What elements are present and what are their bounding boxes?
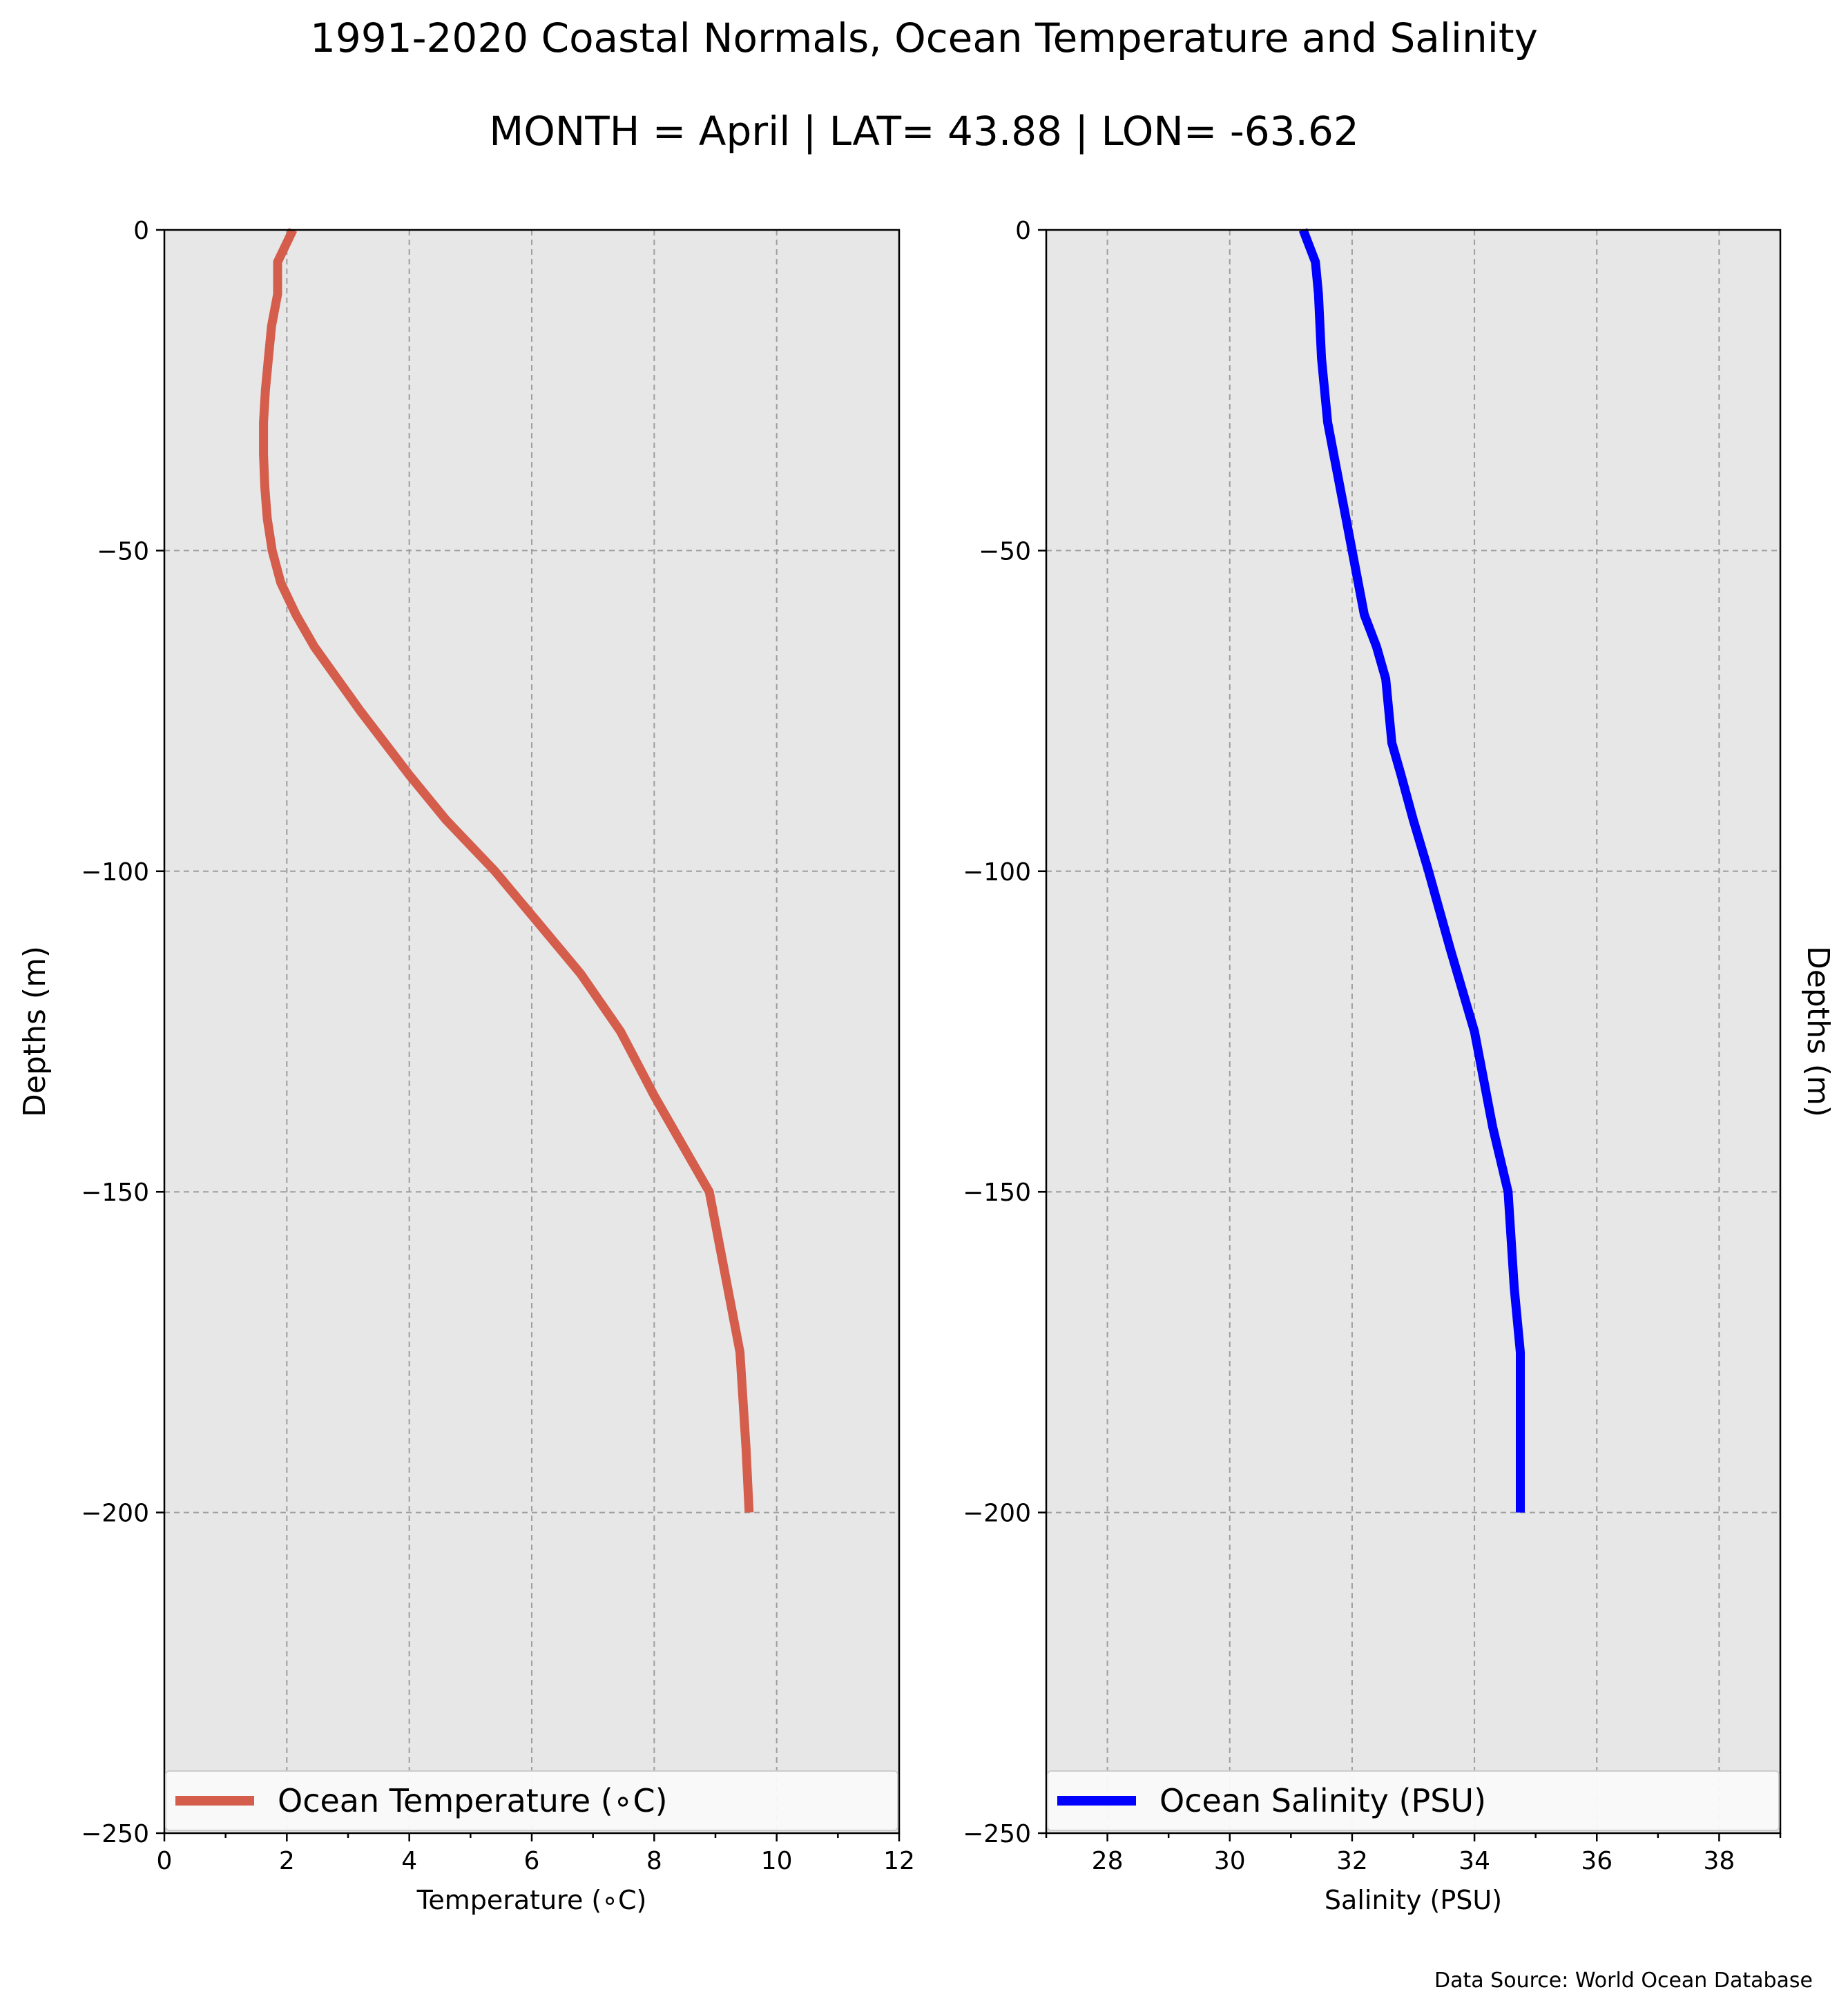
x-tick-label: 36: [1581, 1847, 1613, 1875]
legend-box: [165, 1770, 898, 1831]
x-tick-label: 4: [401, 1847, 417, 1875]
y-tick-label: −100: [81, 858, 149, 887]
x-tick-label: 8: [646, 1847, 662, 1875]
y-tick-label: −150: [81, 1179, 149, 1207]
y-axis-label-right: Depths (m): [1800, 946, 1836, 1117]
x-tick-label: 6: [524, 1847, 540, 1875]
y-axis-label: Depths (m): [17, 946, 52, 1117]
chart-title: 1991-2020 Coastal Normals, Ocean Tempera…: [310, 14, 1538, 61]
y-tick-label: −50: [97, 537, 149, 565]
y-tick-label: −100: [963, 858, 1031, 887]
legend-label: Ocean Salinity (PSU): [1159, 1782, 1486, 1819]
x-tick-label: 0: [157, 1847, 173, 1875]
legend-label: Ocean Temperature (∘C): [278, 1782, 668, 1819]
salinity-panel: 28 30 32 34 36 38 0 −50 −100 −150 −200 −250 Salinity…: [963, 217, 1836, 1915]
series-line-0: [1298, 228, 1525, 1513]
y-tick-label: −250: [81, 1820, 149, 1848]
x-tick-label: 32: [1336, 1847, 1368, 1875]
x-tick-label: 2: [279, 1847, 295, 1875]
x-axis-label: Temperature (∘C): [416, 1885, 647, 1915]
x-tick-label: 12: [883, 1847, 915, 1875]
y-tick-label: −250: [963, 1820, 1031, 1848]
plot-area: [1046, 230, 1780, 1833]
x-tick-label: 28: [1092, 1847, 1124, 1875]
x-tick-label: 30: [1214, 1847, 1246, 1875]
data-source-note: Data Source: World Ocean Database: [1434, 1968, 1813, 1993]
plot-area: [164, 230, 899, 1833]
series-line-0: [259, 228, 754, 1513]
y-tick-label: 0: [133, 217, 149, 245]
x-tick-label: 38: [1704, 1847, 1735, 1875]
chart-subtitle: MONTH = April | LAT= 43.88 | LON= -63.62: [489, 108, 1359, 155]
y-tick-label: 0: [1015, 217, 1031, 245]
temperature-panel: 0 2 4 6 8 10 12 0 −50 −100 −150 −200 −250 Temperature…: [17, 217, 915, 1915]
y-tick-label: −200: [963, 1500, 1031, 1528]
y-tick-label: −50: [979, 537, 1031, 565]
legend-box: [1047, 1770, 1780, 1831]
x-tick-label: 10: [761, 1847, 793, 1875]
x-axis-label: Salinity (PSU): [1325, 1885, 1502, 1915]
y-tick-label: −200: [81, 1500, 149, 1528]
y-tick-label: −150: [963, 1179, 1031, 1207]
x-tick-label: 34: [1459, 1847, 1490, 1875]
